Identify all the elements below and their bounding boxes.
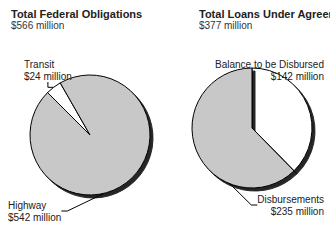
svg-text:Total Federal Obligations: Total Federal Obligations <box>11 8 142 20</box>
svg-text:Transit: Transit <box>24 59 54 70</box>
svg-text:Balance to be Disbursed: Balance to be Disbursed <box>215 59 324 70</box>
svg-text:$377 million: $377 million <box>199 20 252 31</box>
svg-text:Disbursements: Disbursements <box>257 194 324 205</box>
svg-text:Total Loans Under Agreement: Total Loans Under Agreement <box>199 8 330 20</box>
svg-text:$542 million: $542 million <box>8 212 61 223</box>
svg-text:$142 million: $142 million <box>271 71 324 82</box>
svg-text:$566 million: $566 million <box>11 20 64 31</box>
svg-text:$235 million: $235 million <box>271 206 324 217</box>
svg-text:Highway: Highway <box>8 200 46 211</box>
svg-text:$24 million: $24 million <box>24 71 72 82</box>
